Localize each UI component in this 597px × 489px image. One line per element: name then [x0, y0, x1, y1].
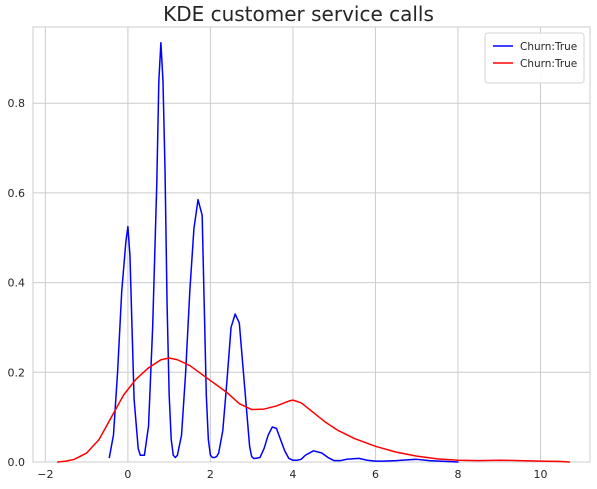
- y-tick-label: 0.4: [8, 277, 26, 290]
- y-tick-label: 0.2: [8, 366, 26, 379]
- chart-title: KDE customer service calls: [163, 2, 434, 26]
- series-line-2: [57, 357, 571, 463]
- x-tick-label: 6: [372, 468, 379, 481]
- y-tick-label: 0.8: [8, 97, 26, 110]
- legend-label-2: Churn:True: [520, 58, 577, 70]
- x-tick-label: 10: [533, 468, 547, 481]
- x-tick-label: 2: [207, 468, 214, 481]
- x-tick-label: −2: [37, 468, 53, 481]
- x-tick-label: 4: [289, 468, 296, 481]
- y-tick-label: 0.6: [8, 187, 26, 200]
- series-layer: [57, 41, 571, 463]
- x-tick-label: 8: [454, 468, 461, 481]
- legend-label-1: Churn:True: [520, 41, 577, 53]
- legend: Churn:True Churn:True: [484, 32, 585, 84]
- y-tick-label: 0.0: [8, 456, 26, 469]
- x-tick-label: 0: [124, 468, 131, 481]
- series-line-1: [108, 41, 459, 463]
- axis-layer: −2 0 2 4 6 8 10 0.0 0.2 0.4 0.6 0.8: [8, 97, 548, 481]
